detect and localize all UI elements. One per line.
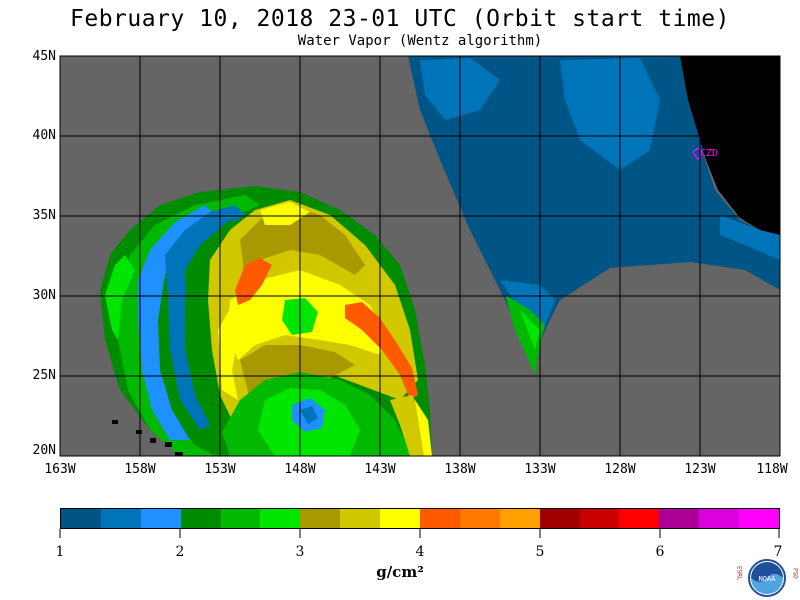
colorbar-swatch [260, 509, 301, 528]
colorbar-swatch [220, 509, 261, 528]
lon-label-158w: 158W [124, 462, 156, 477]
lat-label-35n: 35N [32, 208, 56, 223]
colorbar-swatch [459, 509, 500, 528]
lon-label-163w: 163W [44, 462, 76, 477]
colorbar-swatch [739, 509, 780, 528]
colorbar-swatch [659, 509, 700, 528]
colorbar-swatch [579, 509, 620, 528]
lon-label-153w: 153W [204, 462, 236, 477]
lat-label-30n: 30N [32, 288, 56, 303]
colorbar-swatch [380, 509, 421, 528]
colorbar-tick-1: 1 [55, 544, 65, 560]
colorbar-swatch [340, 509, 381, 528]
lon-label-123w: 123W [684, 462, 716, 477]
colorbar-swatch [499, 509, 540, 528]
map-grid [60, 56, 780, 456]
map-title: February 10, 2018 23-01 UTC (Orbit start… [70, 6, 730, 32]
land-area [680, 56, 780, 235]
lon-label-148w: 148W [284, 462, 316, 477]
colorbar-swatch [619, 509, 660, 528]
map-subtitle: Water Vapor (Wentz algorithm) [297, 33, 543, 49]
colorbar-swatch [100, 509, 141, 528]
colorbar-swatch [420, 509, 460, 528]
colorbar-swatch [140, 509, 181, 528]
colorbar-unit: g/cm² [376, 563, 424, 581]
colorbar-swatch [180, 509, 221, 528]
station-label: CZD [700, 148, 718, 159]
lon-label-128w: 128W [604, 462, 636, 477]
colorbar-swatch [61, 509, 101, 528]
colorbar-tick-7: 7 [773, 544, 783, 560]
colorbar-swatch [300, 509, 341, 528]
colorbar-tick-6: 6 [655, 544, 665, 560]
logo-noaa-text: NOAA [759, 575, 777, 583]
colorbar-tick-3: 3 [295, 544, 305, 560]
lat-label-45n: 45N [32, 49, 56, 64]
colorbar-swatch [539, 509, 580, 528]
colorbar-tick-5: 5 [535, 544, 545, 560]
colorbar-swatch [699, 509, 740, 528]
colorbar [60, 508, 780, 529]
lon-label-118w: 118W [756, 462, 788, 477]
colorbar-tick-4: 4 [415, 544, 425, 560]
lon-label-133w: 133W [524, 462, 556, 477]
colorbar-tick-2: 2 [175, 544, 185, 560]
lon-label-143w: 143W [364, 462, 396, 477]
lat-label-25n: 25N [32, 368, 56, 383]
logo-esrl-text: ESRL [736, 566, 743, 581]
logo-psd-text: PSD [792, 568, 799, 579]
lon-label-138w: 138W [444, 462, 476, 477]
noaa-logo: NOAA ESRL PSD [736, 559, 799, 597]
w-swath [100, 186, 432, 456]
lat-label-20n: 20N [32, 443, 56, 458]
lat-label-40n: 40N [32, 128, 56, 143]
station-marker-icon [692, 147, 703, 162]
